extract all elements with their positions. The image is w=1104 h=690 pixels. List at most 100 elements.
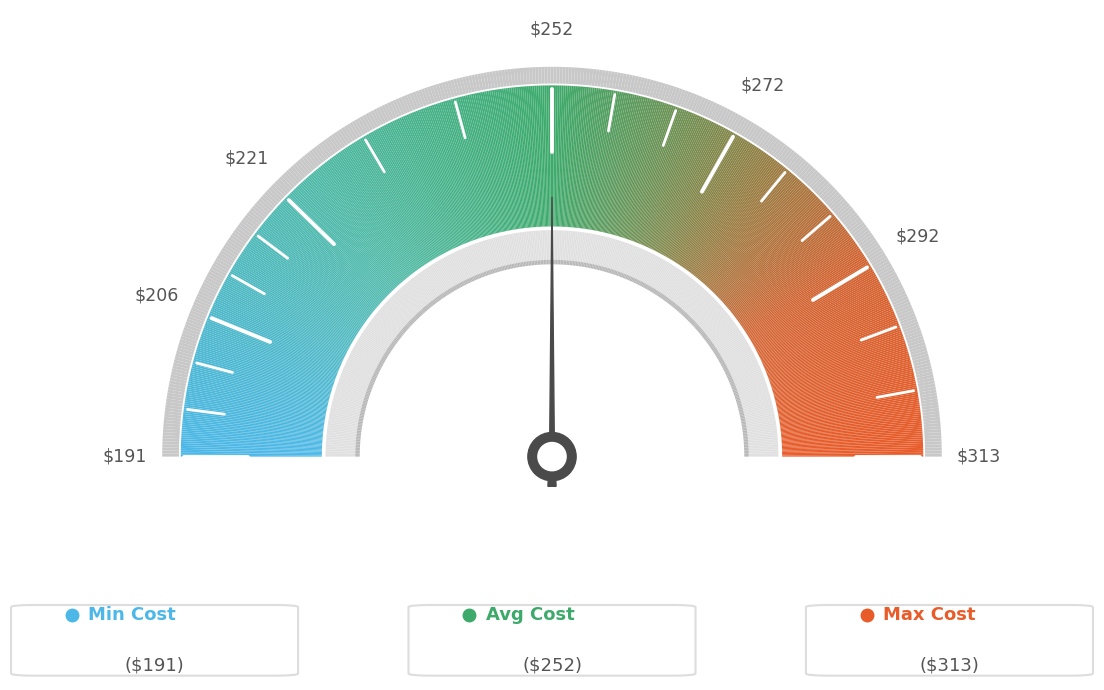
Polygon shape [488,90,513,230]
Polygon shape [408,321,413,325]
Polygon shape [479,273,481,278]
Polygon shape [924,423,941,427]
Polygon shape [337,383,365,394]
Polygon shape [629,107,678,240]
Polygon shape [184,402,325,424]
Polygon shape [459,97,496,234]
Polygon shape [229,237,244,249]
Polygon shape [339,378,368,390]
Polygon shape [603,238,613,267]
Polygon shape [355,441,360,443]
Polygon shape [729,357,756,371]
Polygon shape [507,235,514,264]
Polygon shape [602,237,611,266]
Polygon shape [743,402,772,411]
Polygon shape [565,67,569,84]
Polygon shape [554,230,556,260]
Polygon shape [782,439,923,447]
Polygon shape [439,295,443,299]
Polygon shape [593,235,601,264]
Polygon shape [383,125,448,252]
Polygon shape [628,276,631,281]
Polygon shape [686,154,768,270]
Polygon shape [550,86,552,226]
Polygon shape [217,293,346,357]
Polygon shape [367,325,392,343]
Polygon shape [736,376,764,388]
Polygon shape [739,411,744,413]
Polygon shape [258,228,371,315]
Polygon shape [253,235,368,320]
Polygon shape [639,254,655,281]
Polygon shape [367,390,371,393]
Polygon shape [421,108,471,242]
Polygon shape [920,389,936,395]
Polygon shape [393,294,415,316]
Polygon shape [629,277,633,281]
Polygon shape [339,152,421,268]
Polygon shape [863,242,879,254]
Polygon shape [723,344,750,360]
Polygon shape [776,374,914,406]
Polygon shape [519,87,533,228]
Polygon shape [168,386,185,393]
Polygon shape [782,435,923,444]
Polygon shape [657,292,661,297]
Polygon shape [778,391,917,417]
Polygon shape [741,391,769,402]
Polygon shape [488,239,498,268]
Polygon shape [501,70,507,87]
Polygon shape [699,306,723,327]
Polygon shape [749,441,778,444]
Polygon shape [199,342,333,386]
Polygon shape [580,88,598,228]
Polygon shape [302,181,397,286]
Polygon shape [396,336,401,339]
Polygon shape [777,383,916,413]
Polygon shape [711,346,715,350]
Polygon shape [384,353,389,356]
Polygon shape [336,390,364,400]
Polygon shape [692,322,697,326]
Polygon shape [501,266,503,271]
Polygon shape [633,250,646,277]
Polygon shape [211,308,341,365]
Polygon shape [288,168,301,182]
Polygon shape [434,104,480,239]
Polygon shape [692,297,714,319]
Polygon shape [629,75,636,92]
Polygon shape [363,400,368,403]
Polygon shape [639,113,694,244]
Polygon shape [162,453,179,457]
Polygon shape [749,437,777,441]
Polygon shape [698,169,788,279]
Polygon shape [384,104,394,120]
Polygon shape [182,422,322,436]
Polygon shape [428,266,446,292]
Polygon shape [690,160,776,273]
Polygon shape [731,386,736,388]
Polygon shape [691,95,700,112]
Polygon shape [599,266,602,270]
Polygon shape [772,348,907,390]
Text: ($313): ($313) [920,657,979,675]
Polygon shape [747,426,776,432]
Polygon shape [282,174,295,188]
Polygon shape [339,128,350,144]
Polygon shape [410,113,465,244]
Polygon shape [379,362,383,365]
Polygon shape [743,433,747,435]
Polygon shape [550,260,551,264]
Polygon shape [251,239,365,322]
Polygon shape [367,134,438,257]
Polygon shape [705,179,800,286]
Polygon shape [300,182,397,287]
Polygon shape [341,373,369,386]
Polygon shape [680,310,684,314]
Polygon shape [513,233,520,263]
Polygon shape [290,166,304,180]
Polygon shape [164,408,182,413]
Polygon shape [347,146,426,265]
Polygon shape [925,438,942,442]
Polygon shape [362,403,367,406]
